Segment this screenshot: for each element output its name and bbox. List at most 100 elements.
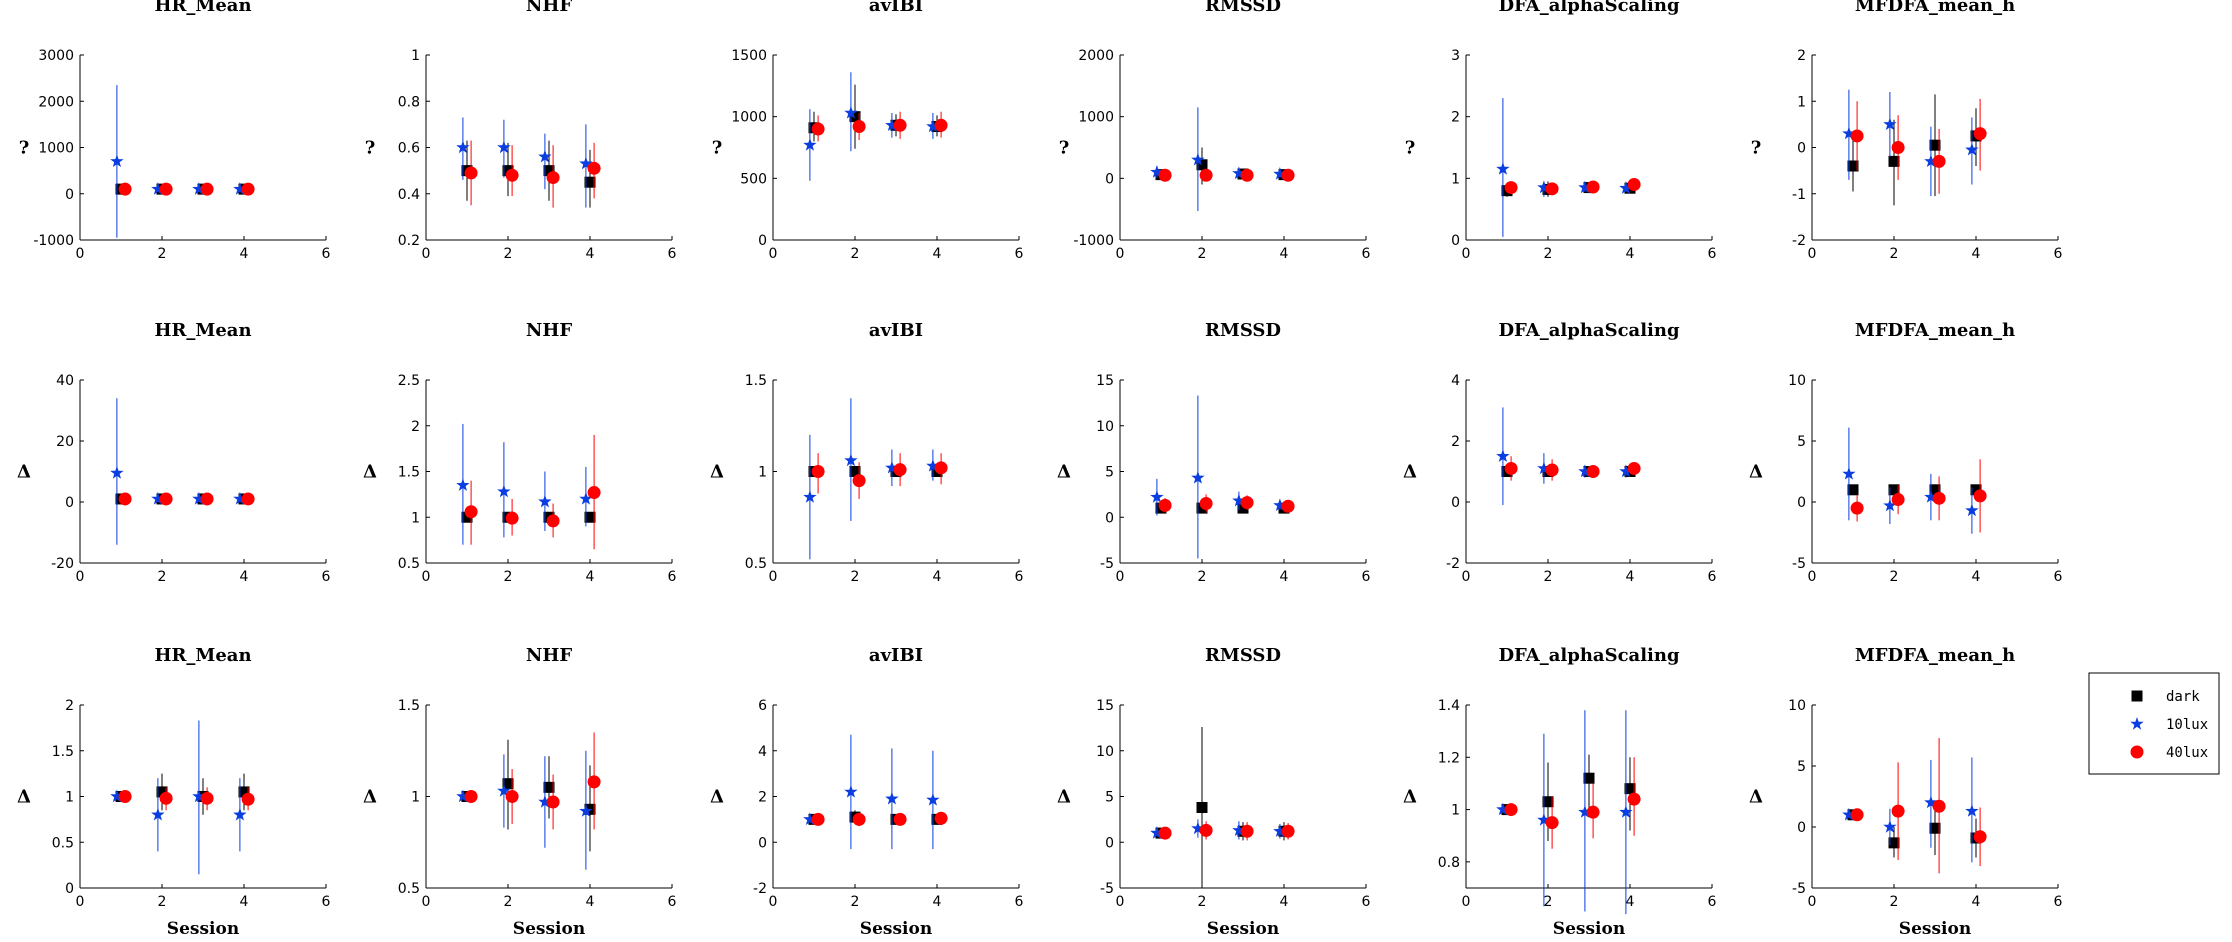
y-tick-label: 0 bbox=[1105, 171, 1114, 187]
x-tick-label: 4 bbox=[933, 246, 942, 262]
x-tick-label: 2 bbox=[1890, 569, 1899, 585]
y-tick-label: 1 bbox=[411, 510, 420, 526]
marker-40lux bbox=[1545, 816, 1559, 830]
marker-dark bbox=[1583, 772, 1595, 784]
marker-dark bbox=[584, 176, 596, 188]
marker-10lux bbox=[1883, 820, 1897, 833]
x-tick-label: 2 bbox=[1198, 246, 1207, 262]
y-tick-label: 10 bbox=[1788, 373, 1806, 389]
y-tick-label: 0.6 bbox=[398, 141, 420, 157]
y-axis-label: Δ bbox=[363, 787, 377, 808]
x-tick-label: 4 bbox=[1626, 569, 1635, 585]
x-tick-label: 0 bbox=[769, 894, 778, 910]
y-tick-label: -5 bbox=[1100, 881, 1114, 897]
y-axis-label: Δ bbox=[710, 462, 724, 483]
y-tick-label: 10 bbox=[1096, 744, 1114, 760]
y-tick-label: 2 bbox=[65, 698, 74, 714]
x-tick-label: 2 bbox=[504, 569, 513, 585]
x-tick-label: 0 bbox=[1808, 246, 1817, 262]
marker-dark bbox=[1888, 155, 1900, 167]
y-axis-label: ? bbox=[1059, 138, 1070, 159]
marker-10lux bbox=[1578, 805, 1592, 818]
marker-10lux bbox=[110, 789, 124, 803]
x-axis-label: Session bbox=[167, 919, 239, 939]
y-axis-label: Δ bbox=[1057, 462, 1071, 483]
y-axis-label: ? bbox=[712, 138, 723, 159]
marker-40lux bbox=[1281, 499, 1295, 513]
x-tick-label: 6 bbox=[2054, 569, 2063, 585]
marker-10lux bbox=[233, 807, 247, 821]
marker-40lux bbox=[1199, 823, 1213, 837]
marker-40lux bbox=[1627, 792, 1641, 806]
x-tick-label: 4 bbox=[933, 894, 942, 910]
panel-title: avIBI bbox=[869, 320, 923, 341]
y-axis-label: Δ bbox=[1057, 787, 1071, 808]
marker-40lux bbox=[505, 168, 519, 182]
marker-40lux bbox=[1850, 808, 1864, 822]
y-tick-label: 2 bbox=[758, 790, 767, 806]
x-tick-label: 4 bbox=[1280, 246, 1289, 262]
y-tick-label: 1.5 bbox=[398, 465, 420, 481]
panel-1-nhf: NHF 0 2 4 6 0.2 0.4 0.6 0.8 1? bbox=[365, 0, 677, 262]
marker-dark bbox=[543, 165, 555, 177]
x-tick-label: 6 bbox=[1362, 894, 1371, 910]
y-tick-label: 0 bbox=[1451, 233, 1460, 249]
x-tick-label: 2 bbox=[504, 894, 513, 910]
marker-dark bbox=[1929, 139, 1941, 151]
y-axis-label: Δ bbox=[17, 787, 31, 808]
marker-10lux bbox=[497, 784, 511, 797]
x-tick-label: 0 bbox=[1462, 569, 1471, 585]
marker-40lux bbox=[852, 120, 866, 134]
y-tick-label: 1 bbox=[1451, 171, 1460, 187]
marker-40lux bbox=[1891, 141, 1905, 154]
marker-40lux bbox=[546, 171, 560, 185]
panel-title: avIBI bbox=[869, 645, 923, 666]
y-tick-label: 2 bbox=[1451, 110, 1460, 126]
x-tick-label: 2 bbox=[851, 894, 860, 910]
legend: dark 10lux 40lux bbox=[2088, 672, 2220, 775]
marker-10lux bbox=[1883, 498, 1897, 512]
legend-marker-40lux bbox=[2130, 745, 2144, 759]
marker-dark bbox=[1847, 160, 1859, 172]
marker-dark bbox=[1888, 484, 1900, 496]
panel-title: NHF bbox=[526, 0, 572, 16]
x-tick-label: 6 bbox=[1708, 246, 1717, 262]
marker-10lux bbox=[538, 795, 552, 808]
marker-dark bbox=[502, 778, 514, 790]
y-tick-label: 1000 bbox=[1078, 110, 1114, 126]
marker-10lux bbox=[803, 812, 817, 825]
y-tick-label: 4 bbox=[1451, 373, 1460, 389]
marker-10lux bbox=[926, 792, 940, 806]
marker-40lux bbox=[1932, 799, 1946, 813]
marker-10lux bbox=[1842, 466, 1856, 480]
marker-10lux bbox=[1619, 181, 1633, 194]
legend-label-10lux: 10lux bbox=[2166, 717, 2208, 733]
panel-title: RMSSD bbox=[1205, 320, 1281, 341]
marker-40lux bbox=[241, 792, 255, 806]
y-tick-label: 1 bbox=[758, 465, 767, 481]
y-tick-label: 1.4 bbox=[1438, 698, 1460, 714]
y-tick-label: 40 bbox=[56, 373, 74, 389]
panel-title: avIBI bbox=[869, 0, 923, 16]
marker-10lux bbox=[1578, 180, 1592, 194]
y-axis-label: Δ bbox=[363, 462, 377, 483]
legend-box bbox=[2088, 672, 2220, 775]
marker-40lux bbox=[159, 182, 173, 196]
marker-40lux bbox=[934, 461, 948, 475]
marker-10lux bbox=[1965, 142, 1979, 156]
marker-10lux bbox=[1150, 826, 1164, 839]
x-axis-label: Session bbox=[1899, 919, 1971, 939]
y-tick-label: 4 bbox=[758, 744, 767, 760]
x-tick-label: 6 bbox=[668, 894, 677, 910]
y-tick-label: 0.8 bbox=[1438, 855, 1460, 871]
y-tick-label: 0.8 bbox=[398, 94, 420, 110]
marker-dark bbox=[1624, 783, 1636, 795]
marker-10lux bbox=[1619, 805, 1633, 818]
marker-40lux bbox=[1586, 805, 1600, 819]
y-tick-label: 10 bbox=[1788, 698, 1806, 714]
y-tick-label: -1000 bbox=[1073, 233, 1114, 249]
panel-title: MFDFA_mean_h bbox=[1855, 320, 2015, 341]
y-tick-label: 3000 bbox=[38, 48, 74, 64]
legend-marker-dark bbox=[2131, 690, 2143, 702]
marker-40lux bbox=[200, 791, 214, 805]
